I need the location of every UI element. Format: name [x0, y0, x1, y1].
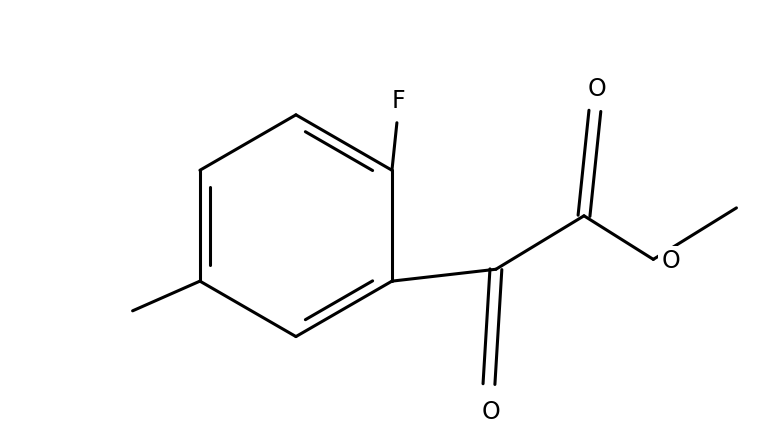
- Text: O: O: [482, 400, 501, 424]
- Text: O: O: [587, 77, 606, 101]
- Text: O: O: [662, 249, 681, 273]
- Text: F: F: [392, 89, 406, 113]
